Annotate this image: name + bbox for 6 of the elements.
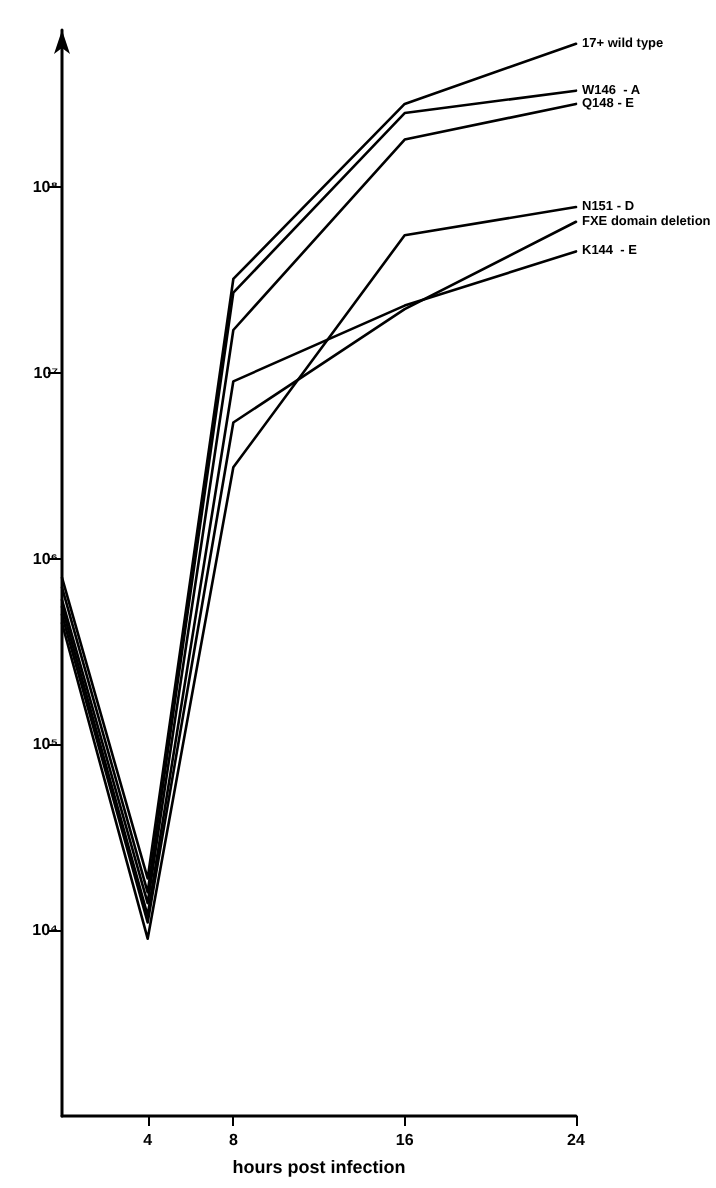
x-tick-label: 4 <box>143 1131 154 1149</box>
x-tick-label: 24 <box>567 1131 586 1149</box>
x-tick-label: 8 <box>228 1131 239 1149</box>
x-axis-title: hours post infection <box>232 1156 406 1177</box>
x-tick-label: 16 <box>395 1131 415 1149</box>
y-tick-label: 10⁴ <box>32 921 59 940</box>
